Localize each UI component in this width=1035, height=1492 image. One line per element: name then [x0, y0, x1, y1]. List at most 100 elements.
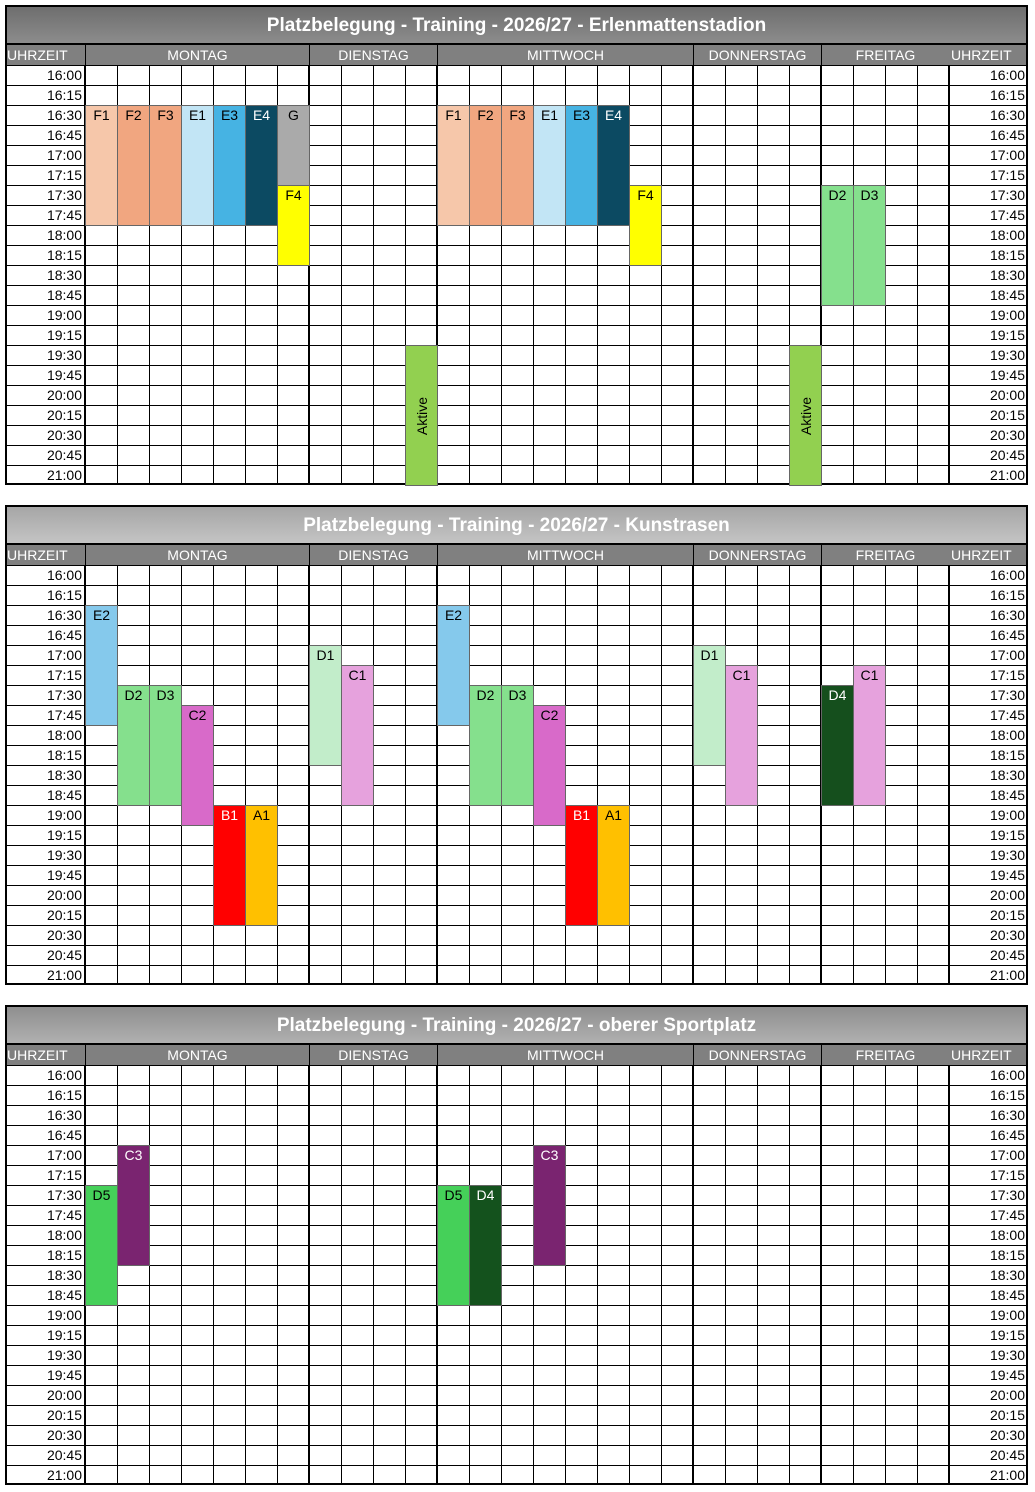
grid-line — [5, 665, 1028, 666]
training-block: A1 — [597, 805, 630, 926]
time-label: 16:45 — [989, 627, 1025, 643]
grid-line — [565, 1065, 566, 1485]
time-label: 18:15 — [989, 1247, 1025, 1263]
time-label: 16:30 — [989, 607, 1025, 623]
grid-line — [5, 1125, 1028, 1126]
time-label: 17:15 — [989, 167, 1025, 183]
time-label: 18:45 — [989, 787, 1025, 803]
time-label: 19:00 — [46, 1307, 82, 1323]
training-block: B1 — [213, 805, 246, 926]
grid-line — [5, 1105, 1028, 1106]
grid-line — [405, 565, 406, 985]
grid-line — [5, 845, 1028, 846]
time-label: 16:30 — [989, 1107, 1025, 1123]
grid-line — [5, 1065, 1028, 1066]
time-label: 17:30 — [989, 1187, 1025, 1203]
time-label: 18:15 — [46, 1247, 82, 1263]
time-label: 19:45 — [989, 367, 1025, 383]
time-label: 16:45 — [46, 627, 82, 643]
grid-line — [5, 1205, 1028, 1206]
block-label: E2 — [444, 607, 463, 623]
header-time: UHRZEIT — [5, 45, 85, 65]
grid-line — [853, 1065, 854, 1485]
time-label: 19:15 — [989, 1327, 1025, 1343]
grid-line — [436, 65, 438, 485]
time-label: 20:45 — [46, 1447, 82, 1463]
grid-line — [629, 65, 630, 485]
block-label: D2 — [828, 187, 847, 203]
block-label: D4 — [476, 1187, 495, 1203]
time-label: 20:00 — [46, 887, 82, 903]
grid-line — [277, 565, 278, 985]
training-block: B1 — [565, 805, 598, 926]
block-label: Aktive — [413, 396, 430, 435]
training-block: E3 — [565, 105, 598, 226]
block-label: F2 — [125, 107, 142, 123]
time-label: 20:00 — [989, 1387, 1025, 1403]
time-label: 17:15 — [46, 167, 82, 183]
grid-line — [597, 1065, 598, 1485]
grid-line — [405, 65, 406, 485]
time-label: 18:00 — [46, 727, 82, 743]
grid-line — [5, 345, 1028, 346]
time-label: 19:45 — [46, 367, 82, 383]
time-label: 17:15 — [989, 1167, 1025, 1183]
time-label: 17:30 — [46, 1187, 82, 1203]
time-label: 19:00 — [989, 1307, 1025, 1323]
grid-line — [5, 1085, 1028, 1086]
block-label: D5 — [444, 1187, 463, 1203]
training-block: F3 — [149, 105, 182, 226]
grid-line — [277, 65, 278, 485]
border — [5, 1005, 1028, 1485]
time-label: 16:00 — [989, 567, 1025, 583]
time-label: 18:00 — [46, 1227, 82, 1243]
time-label: 18:30 — [989, 267, 1025, 283]
grid-line — [757, 65, 758, 485]
grid-line — [5, 1165, 1028, 1166]
grid-line — [5, 1345, 1028, 1346]
grid-line — [917, 65, 918, 485]
grid-line — [5, 1405, 1028, 1406]
grid-line — [692, 1065, 694, 1485]
grid-line — [308, 1065, 310, 1485]
training-block: C1 — [853, 665, 886, 806]
time-label: 17:45 — [46, 707, 82, 723]
training-block: F2 — [469, 105, 502, 226]
time-label: 16:45 — [989, 1127, 1025, 1143]
time-label: 16:30 — [46, 1107, 82, 1123]
block-label: D2 — [476, 687, 495, 703]
time-label: 16:00 — [989, 1067, 1025, 1083]
header-day: MITTWOCH — [437, 545, 693, 565]
grid-line — [5, 945, 1028, 946]
time-label: 20:30 — [46, 1427, 82, 1443]
grid-line — [5, 1445, 1028, 1446]
grid-line — [5, 425, 1028, 426]
time-label: 19:00 — [46, 807, 82, 823]
block-label: C3 — [540, 1147, 559, 1163]
training-block: E4 — [245, 105, 278, 226]
grid-line — [5, 65, 1028, 66]
grid-line — [5, 925, 1028, 926]
grid-line — [149, 1065, 150, 1485]
time-label: 16:00 — [989, 67, 1025, 83]
grid-line — [245, 65, 246, 485]
time-label: 16:15 — [46, 1087, 82, 1103]
border — [5, 505, 1028, 985]
block-label: E3 — [220, 107, 239, 123]
time-label: 16:45 — [46, 127, 82, 143]
time-label: 17:15 — [46, 1167, 82, 1183]
block-label: E4 — [604, 107, 623, 123]
time-label: 19:45 — [46, 867, 82, 883]
training-block: D1 — [693, 645, 726, 766]
time-label: 18:15 — [989, 247, 1025, 263]
header-day: MITTWOCH — [437, 45, 693, 65]
block-label: D2 — [124, 687, 143, 703]
grid-line — [501, 65, 502, 485]
time-label: 20:00 — [989, 387, 1025, 403]
grid-line — [5, 565, 1028, 566]
training-block: C3 — [117, 1145, 150, 1266]
block-label: F3 — [157, 107, 174, 123]
grid-line — [917, 565, 918, 985]
time-label: 16:30 — [989, 107, 1025, 123]
